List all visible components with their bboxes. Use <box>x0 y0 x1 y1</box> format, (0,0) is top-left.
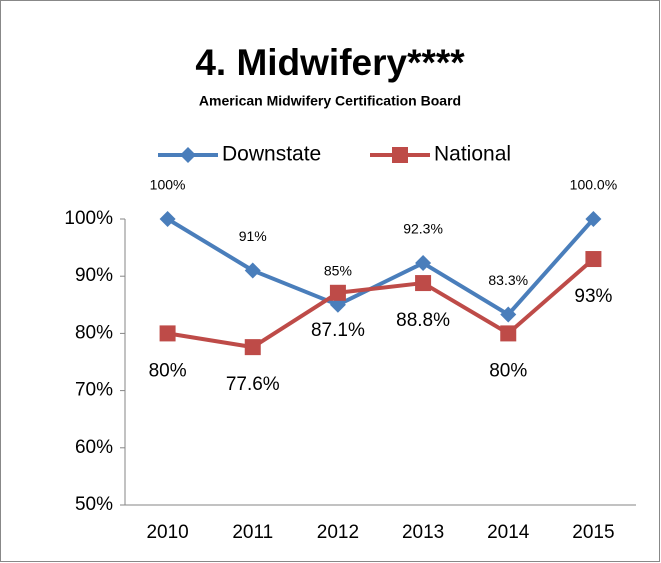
marker <box>585 251 602 268</box>
marker <box>500 306 517 323</box>
data-label: 80% <box>149 360 187 381</box>
data-label: 80% <box>489 360 527 381</box>
x-tick-label: 2013 <box>402 522 444 543</box>
data-label: 88.8% <box>396 310 450 331</box>
marker <box>244 262 261 279</box>
data-label: 77.6% <box>226 374 280 395</box>
legend-marker <box>392 147 408 163</box>
x-tick-label: 2010 <box>146 522 188 543</box>
marker <box>159 325 176 342</box>
data-label: 91% <box>239 228 267 244</box>
y-tick-label: 100% <box>64 208 113 229</box>
data-label: 100.0% <box>570 177 617 193</box>
chart-title: 4. Midwifery**** <box>195 42 465 83</box>
x-tick-label: 2015 <box>572 522 614 543</box>
marker <box>244 339 261 356</box>
series-line <box>166 217 595 317</box>
legend-label: Downstate <box>222 143 321 166</box>
data-label: 100% <box>150 177 186 193</box>
marker <box>159 211 176 227</box>
chart-subtitle: American Midwifery Certification Board <box>199 93 461 109</box>
marker <box>415 255 432 272</box>
data-label: 93% <box>574 286 612 307</box>
marker <box>329 284 346 301</box>
y-tick-label: 60% <box>75 437 113 458</box>
data-label: 92.3% <box>403 221 443 237</box>
x-tick-label: 2011 <box>232 522 273 543</box>
marker <box>329 296 346 313</box>
data-label: 85% <box>324 263 352 279</box>
y-tick-label: 90% <box>75 265 113 286</box>
marker <box>415 275 432 292</box>
y-tick-label: 70% <box>75 380 113 401</box>
series-line <box>167 257 595 350</box>
marker <box>585 211 602 227</box>
y-tick-label: 50% <box>75 494 113 515</box>
data-label: 83.3% <box>488 272 528 288</box>
legend-label: National <box>434 143 511 166</box>
data-label: 87.1% <box>311 320 365 341</box>
x-tick-label: 2012 <box>317 522 359 543</box>
x-tick-label: 2014 <box>487 522 530 543</box>
legend-marker <box>180 147 196 163</box>
y-tick-label: 80% <box>75 322 113 343</box>
marker <box>500 325 517 342</box>
